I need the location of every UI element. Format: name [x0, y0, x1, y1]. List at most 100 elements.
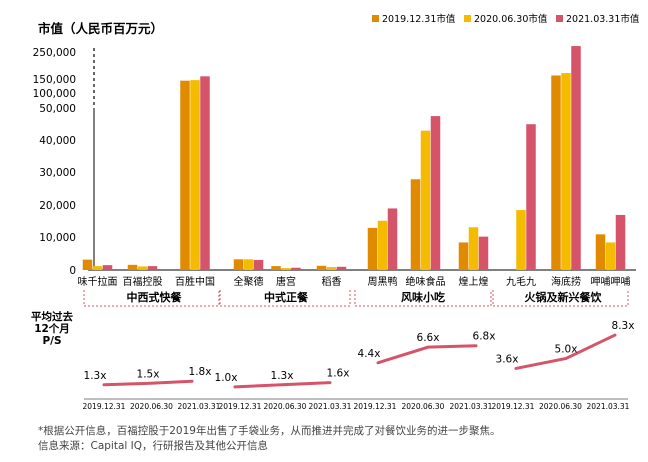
- bar: [316, 265, 327, 270]
- company-label: 绝味食品: [406, 275, 446, 288]
- ps-value-label: 1.8x: [189, 366, 212, 378]
- ps-x-label: 2020.06.30: [130, 402, 173, 411]
- y-tick-label: 20,000: [39, 200, 76, 212]
- y-tick-label: 10,000: [39, 232, 76, 244]
- bar: [336, 266, 347, 270]
- bar: [190, 80, 200, 271]
- bar: [92, 266, 103, 270]
- ps-x-label: 2020.06.30: [264, 402, 307, 411]
- company-label: 稻香: [322, 276, 342, 288]
- group-label: 中西式快餐: [127, 290, 183, 304]
- legend-swatch: [556, 15, 563, 22]
- bar: [291, 267, 301, 270]
- group-bracket: [219, 290, 351, 307]
- bar: [367, 227, 378, 270]
- ps-axis-title: 平均过去: [31, 310, 73, 323]
- ps-axis-title: P/S: [42, 335, 61, 347]
- ps-value-label: 1.0x: [215, 372, 238, 384]
- legend-label: 2021.03.31市值: [566, 13, 640, 25]
- company-label: 周黑鸭: [368, 275, 398, 288]
- ps-line: [514, 333, 617, 370]
- ps-x-label: 2019.12.31: [219, 402, 262, 411]
- ps-x-label: 2021.03.31: [450, 402, 493, 411]
- bar: [233, 259, 244, 270]
- bar: [420, 130, 431, 270]
- y-tick-label: 30,000: [39, 167, 76, 179]
- y-tick-label: 50,000: [39, 103, 76, 115]
- y-tick-label: 250,000: [33, 47, 76, 59]
- company-label: 呷哺呷哺: [591, 275, 631, 288]
- company-label: 九毛九: [506, 276, 536, 288]
- ps-value-label: 8.3x: [612, 320, 635, 332]
- source-note: 信息来源：Capital IQ，行研报告及其他公开信息: [38, 440, 269, 452]
- legend-label: 2020.06.30市值: [474, 13, 548, 25]
- bar: [387, 208, 398, 270]
- legend-swatch: [464, 15, 471, 22]
- y-axis-title: 市值（人民币百万元）: [38, 21, 163, 36]
- bar: [458, 242, 469, 270]
- bar: [281, 268, 291, 270]
- group-label: 火锅及新兴餐饮: [525, 290, 603, 304]
- bar: [82, 259, 93, 270]
- y-tick-label: 150,000: [33, 74, 76, 86]
- company-label: 味千拉面: [78, 275, 118, 288]
- bar: [326, 267, 337, 270]
- bar: [377, 220, 388, 270]
- ps-value-label: 6.6x: [417, 332, 440, 344]
- bar: [127, 264, 138, 270]
- group-label: 风味小吃: [401, 290, 445, 304]
- company-label: 百胜中国: [175, 275, 215, 288]
- legend-label: 2019.12.31市值: [382, 13, 456, 25]
- ps-axis-title: 12个月: [34, 322, 70, 335]
- bar: [468, 227, 479, 270]
- ps-line: [233, 381, 332, 389]
- bar: [271, 266, 281, 270]
- bar: [551, 75, 561, 271]
- ps-value-label: 6.8x: [473, 331, 496, 343]
- bar: [137, 266, 148, 270]
- ps-line: [376, 344, 478, 365]
- ps-x-label: 2019.12.31: [354, 402, 397, 411]
- bar: [605, 242, 616, 270]
- bar: [516, 210, 526, 270]
- bar: [561, 73, 571, 270]
- bar: [180, 80, 190, 271]
- legend-swatch: [372, 15, 379, 22]
- bar: [526, 124, 536, 270]
- bar: [200, 76, 210, 270]
- bar: [478, 236, 489, 270]
- ps-value-label: 1.3x: [84, 370, 107, 382]
- company-label: 唐宫: [276, 275, 296, 288]
- bar: [595, 234, 606, 270]
- ps-value-label: 1.5x: [137, 368, 160, 380]
- ps-x-label: 2021.03.31: [178, 402, 221, 411]
- company-label: 百福控股: [123, 275, 163, 288]
- ps-value-label: 1.3x: [271, 370, 294, 382]
- bar: [253, 259, 264, 270]
- ps-value-label: 1.6x: [327, 368, 350, 380]
- group-bracket: [83, 290, 220, 307]
- group-bracket: [492, 290, 629, 307]
- ps-x-label: 2019.12.31: [492, 402, 535, 411]
- group-bracket: [354, 290, 492, 307]
- ps-value-label: 4.4x: [358, 348, 381, 360]
- company-label: 煌上煌: [459, 275, 489, 288]
- bar: [571, 46, 581, 271]
- ps-x-label: 2021.03.31: [309, 402, 352, 411]
- y-tick-label: 0: [69, 265, 76, 277]
- ps-x-label: 2020.06.30: [539, 402, 582, 411]
- bar: [430, 116, 441, 270]
- bar: [410, 179, 421, 270]
- y-tick-label: 40,000: [39, 135, 76, 147]
- ps-x-label: 2019.12.31: [83, 402, 126, 411]
- bar: [243, 259, 254, 270]
- ps-x-label: 2021.03.31: [587, 402, 630, 411]
- footnote: *根据公开信息，百福控股于2019年出售了手袋业务，从而推进并完成了对餐饮业务的…: [38, 425, 501, 437]
- group-label: 中式正餐: [264, 290, 309, 304]
- bar: [147, 266, 158, 270]
- ps-value-label: 5.0x: [555, 344, 578, 356]
- bar: [615, 214, 626, 270]
- ps-x-label: 2020.06.30: [402, 402, 445, 411]
- company-label: 全聚德: [234, 275, 264, 288]
